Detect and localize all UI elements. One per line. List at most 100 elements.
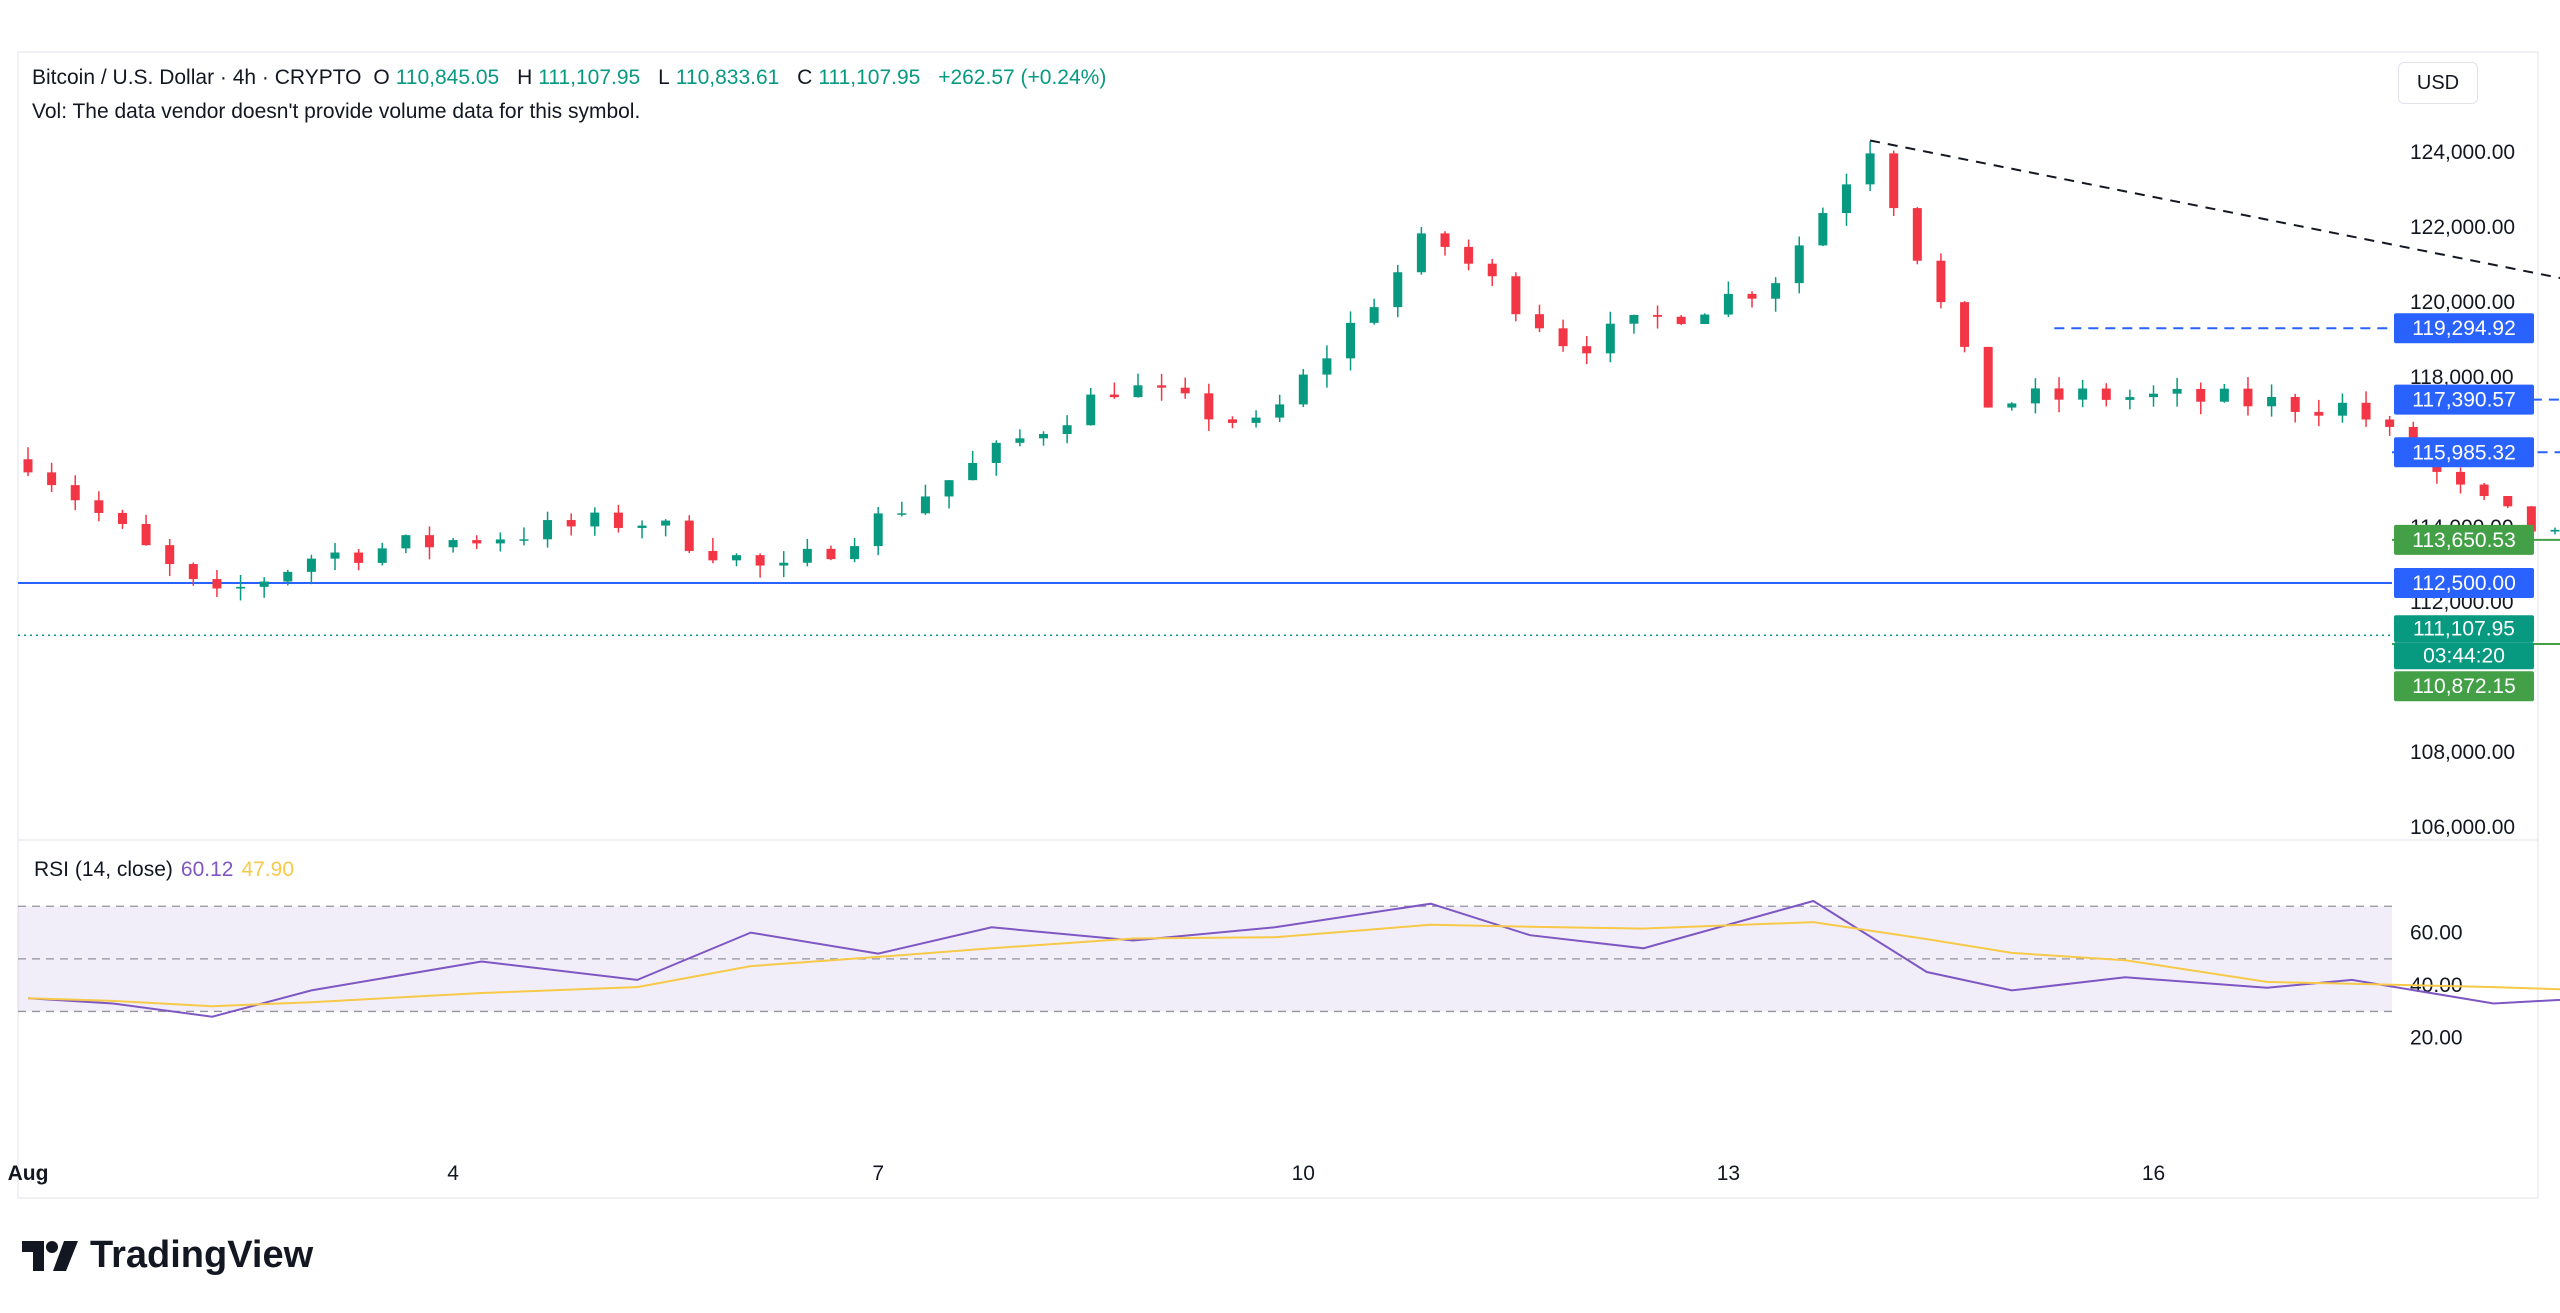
candle-body (448, 540, 458, 548)
x-tick-label: 10 (1292, 1162, 1315, 1185)
candle-body (236, 586, 246, 589)
candle-body (1629, 314, 1639, 324)
y-tick-label: 122,000.00 (2410, 216, 2515, 239)
candle-body (306, 558, 316, 572)
candle-body (590, 512, 600, 527)
candle-body (188, 564, 198, 580)
price-axis-label: 110,872.15 (2412, 675, 2516, 698)
candle-body (991, 442, 1001, 463)
candle-body (1227, 419, 1237, 423)
candle-body (2101, 388, 2111, 400)
candle-body (1700, 314, 1710, 324)
price-axis-label-bg (2394, 313, 2534, 344)
y-tick-label: 124,000.00 (2410, 141, 2515, 164)
candle-body (1582, 346, 1592, 354)
candle-body (1062, 425, 1072, 435)
candle-body (354, 552, 364, 563)
candle-body (259, 581, 269, 587)
symbol-legend: Bitcoin / U.S. Dollar · 4h · CRYPTO O 110… (32, 66, 1112, 90)
candle-body (1653, 314, 1663, 317)
price-axis-label-bg (2394, 524, 2534, 555)
price-axis-label: 115,985.32 (2412, 441, 2516, 464)
candle-body (165, 545, 175, 565)
tradingview-logo-text: TradingView (90, 1234, 314, 1276)
candle-body (1109, 394, 1119, 398)
candle-body (47, 472, 57, 486)
candle-body (1157, 385, 1167, 388)
candle-body (1723, 293, 1733, 315)
candle-body (1369, 307, 1379, 323)
candle-body (2030, 388, 2040, 404)
candle-body (1440, 233, 1450, 247)
candle-body (1818, 213, 1828, 246)
rsi-ma-value: 47.90 (241, 858, 295, 881)
candle-body (2125, 397, 2135, 400)
candle-body (2526, 506, 2536, 532)
y-tick-label: 120,000.00 (2410, 291, 2515, 314)
open-value: 110,845.05 (395, 66, 500, 89)
candle-body (968, 462, 978, 481)
x-tick-label: Aug (8, 1162, 49, 1185)
rsi-legend[interactable]: RSI (14, close) 60.12 47.90 (34, 858, 294, 882)
price-axis-label: 111,107.95 (2413, 618, 2515, 641)
candle-body (2078, 388, 2088, 400)
candle-body (2172, 388, 2182, 394)
candle-body (684, 520, 694, 551)
tradingview-logo[interactable]: TradingView (22, 1234, 313, 1277)
candle-body (2267, 396, 2277, 407)
high-label: H (517, 66, 533, 89)
close-label: C (797, 66, 813, 89)
candle-body (543, 520, 553, 540)
candle-body (23, 459, 33, 473)
candle-body (613, 512, 623, 528)
candle-body (1865, 153, 1875, 185)
candle-body (117, 512, 127, 525)
candle-body (944, 480, 954, 497)
candle-body (1346, 322, 1356, 359)
candle-body (1251, 417, 1261, 423)
candle-body (495, 539, 505, 544)
price-axis-label: 113,650.53 (2412, 529, 2516, 552)
x-tick-label: 4 (447, 1162, 459, 1185)
candle-body (2385, 419, 2395, 427)
currency-button[interactable]: USD (2398, 62, 2478, 104)
low-label: L (658, 66, 670, 89)
candle-body (1086, 394, 1096, 426)
symbol-title[interactable]: Bitcoin / U.S. Dollar · 4h · CRYPTO (32, 66, 362, 89)
candle-body (2243, 388, 2253, 407)
candle-body (2456, 471, 2466, 485)
candle-body (732, 555, 741, 561)
price-axis-label: 117,390.57 (2412, 389, 2516, 412)
downtrend-line (1869, 139, 2560, 280)
candle-body (1676, 316, 1686, 324)
candle-body (2550, 529, 2560, 532)
candle-body (472, 540, 482, 544)
candle-body (1275, 404, 1285, 418)
candle-body (779, 562, 789, 566)
low-value: 110,833.61 (675, 66, 780, 89)
rsi-tick-label: 20.00 (2410, 1027, 2463, 1050)
candle-body (1039, 434, 1049, 439)
candle-body (661, 520, 671, 526)
rsi-name: RSI (14, close) (34, 858, 173, 881)
candle-body (2007, 403, 2017, 408)
candle-body (1204, 393, 1214, 420)
high-value: 111,107.95 (538, 66, 641, 89)
candle-body (2149, 393, 2158, 398)
candle-body (1771, 283, 1781, 299)
candle-body (1983, 346, 1993, 408)
candle-body (1889, 153, 1899, 209)
x-tick-label: 16 (2142, 1162, 2165, 1185)
candle-body (2479, 484, 2489, 497)
candle-body (1180, 387, 1190, 394)
candle-body (1794, 245, 1804, 284)
candle-body (1558, 328, 1568, 347)
candle-body (802, 548, 812, 563)
candle-body (637, 525, 647, 528)
candle-body (377, 548, 387, 563)
rsi-value: 60.12 (180, 858, 234, 881)
candle-body (141, 524, 151, 546)
candle-body (2361, 402, 2371, 420)
y-tick-label: 118,000.00 (2410, 366, 2514, 389)
